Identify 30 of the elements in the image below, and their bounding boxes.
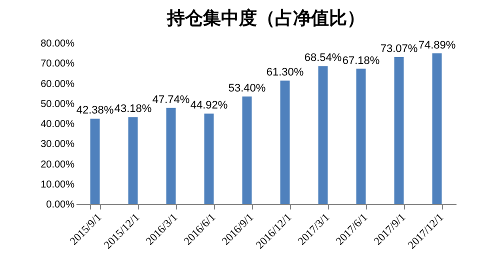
data-label: 53.40%	[228, 82, 266, 95]
data-label: 42.38%	[76, 104, 114, 117]
data-label: 67.18%	[342, 54, 380, 67]
y-tick-label: 40.00%	[40, 119, 75, 130]
bar	[432, 53, 442, 204]
data-label: 73.07%	[380, 42, 418, 55]
data-label: 61.30%	[266, 66, 304, 79]
data-label: 68.54%	[304, 52, 342, 64]
chart-title: 持仓集中度（占净值比）	[166, 8, 365, 29]
bar	[166, 108, 176, 204]
y-tick-label: 10.00%	[40, 179, 75, 190]
bar	[204, 114, 214, 204]
y-tick-label: 20.00%	[40, 159, 75, 170]
bar	[394, 56, 404, 204]
bar	[242, 96, 252, 204]
bar	[356, 68, 366, 204]
data-label: 74.89%	[418, 39, 456, 52]
data-label: 43.18%	[114, 103, 152, 116]
y-tick-label: 80.00%	[40, 38, 75, 50]
bar	[280, 80, 290, 204]
y-tick-label: 50.00%	[40, 98, 75, 110]
bar	[128, 117, 138, 204]
y-tick-label: 70.00%	[40, 58, 75, 70]
bar	[318, 66, 328, 204]
bar	[90, 118, 100, 204]
y-tick-label: 0.00%	[46, 200, 75, 210]
y-tick-label: 30.00%	[40, 139, 75, 150]
data-label: 44.92%	[190, 100, 228, 112]
y-tick-label: 60.00%	[40, 78, 75, 90]
data-label: 47.74%	[152, 94, 190, 106]
